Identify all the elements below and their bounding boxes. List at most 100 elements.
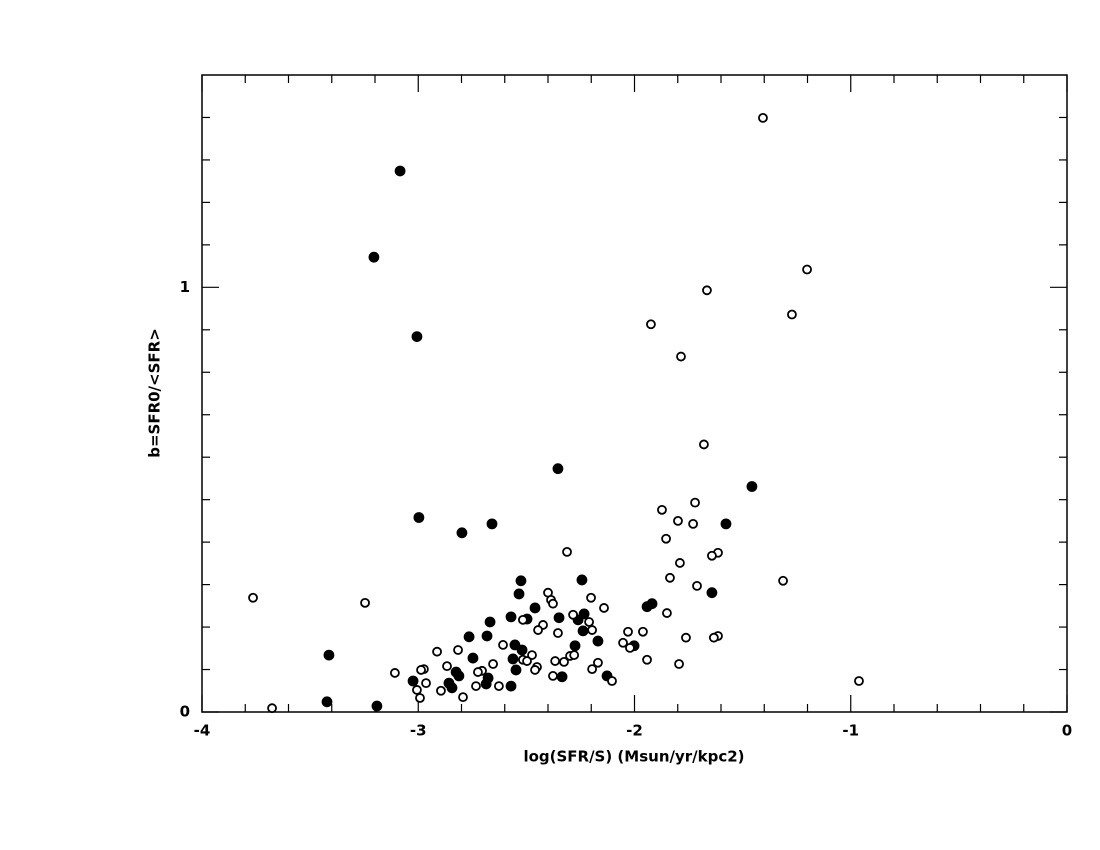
point [394, 165, 406, 177]
point [625, 642, 635, 653]
point [453, 645, 463, 655]
point [533, 625, 543, 635]
point [586, 592, 596, 603]
point [442, 661, 452, 672]
x-tick-label: -1 [842, 722, 859, 740]
point [708, 632, 719, 643]
point [690, 497, 700, 508]
point [412, 685, 422, 695]
point [494, 681, 504, 691]
point [529, 602, 541, 614]
point [516, 644, 528, 656]
point [486, 518, 498, 530]
point [553, 612, 565, 624]
y-tick-label: 1 [180, 278, 190, 296]
point [569, 650, 580, 660]
point [456, 527, 468, 539]
point [432, 646, 442, 657]
point [413, 512, 425, 523]
point [657, 504, 667, 515]
point [248, 592, 258, 603]
point [552, 463, 564, 475]
point [593, 657, 603, 668]
point [688, 518, 699, 529]
point [389, 668, 400, 678]
point [507, 653, 519, 665]
point [802, 264, 812, 275]
point [463, 631, 475, 643]
point [471, 681, 481, 691]
point [473, 667, 483, 677]
point [467, 652, 479, 664]
point [599, 603, 609, 613]
point [642, 654, 652, 665]
point [702, 285, 712, 296]
y-tick-label: 0 [180, 703, 190, 721]
point [707, 550, 717, 561]
x-tick-label: -2 [626, 722, 643, 740]
x-tick-label: -4 [194, 722, 211, 740]
point [587, 664, 598, 675]
point [665, 572, 675, 583]
point [584, 617, 594, 627]
point [453, 670, 465, 682]
point [638, 626, 648, 637]
point [641, 601, 653, 613]
point [692, 580, 702, 591]
y-axis-label: b=SFR0/<SFR> [146, 328, 164, 458]
point [662, 608, 672, 618]
point [510, 664, 522, 676]
point [515, 575, 527, 587]
point [323, 649, 335, 661]
point [550, 656, 561, 666]
point [527, 650, 537, 660]
point [321, 696, 333, 708]
point [674, 659, 684, 669]
point [577, 625, 589, 637]
point [646, 319, 656, 330]
point [548, 671, 558, 681]
point [371, 700, 383, 712]
point [592, 635, 604, 647]
point [505, 611, 517, 623]
point [548, 598, 558, 609]
point [436, 685, 446, 696]
point [607, 676, 617, 686]
point [576, 574, 588, 586]
point [676, 351, 686, 362]
point [553, 628, 563, 638]
point [854, 676, 864, 686]
point [505, 680, 517, 692]
point [416, 665, 426, 675]
point [559, 656, 569, 667]
point [699, 439, 709, 450]
point [568, 609, 578, 620]
point [407, 675, 419, 687]
x-axis-label: log(SFR/S) (Msun/yr/kpc2) [523, 748, 744, 766]
point [360, 597, 370, 608]
point [720, 518, 732, 530]
point [661, 533, 671, 544]
point [411, 331, 423, 342]
point [415, 693, 425, 703]
point [518, 614, 528, 625]
point [618, 637, 628, 648]
point [787, 309, 797, 320]
point [530, 665, 540, 675]
point [480, 678, 492, 690]
point [458, 692, 468, 703]
point [556, 671, 568, 683]
point [446, 682, 458, 694]
plot-frame [201, 74, 1068, 713]
point [623, 626, 633, 637]
point [681, 632, 691, 643]
point [513, 588, 525, 600]
point [509, 639, 521, 651]
point [706, 587, 718, 599]
point [778, 575, 788, 586]
point [267, 703, 277, 714]
point [488, 659, 498, 669]
point [421, 678, 431, 689]
point [498, 640, 508, 650]
